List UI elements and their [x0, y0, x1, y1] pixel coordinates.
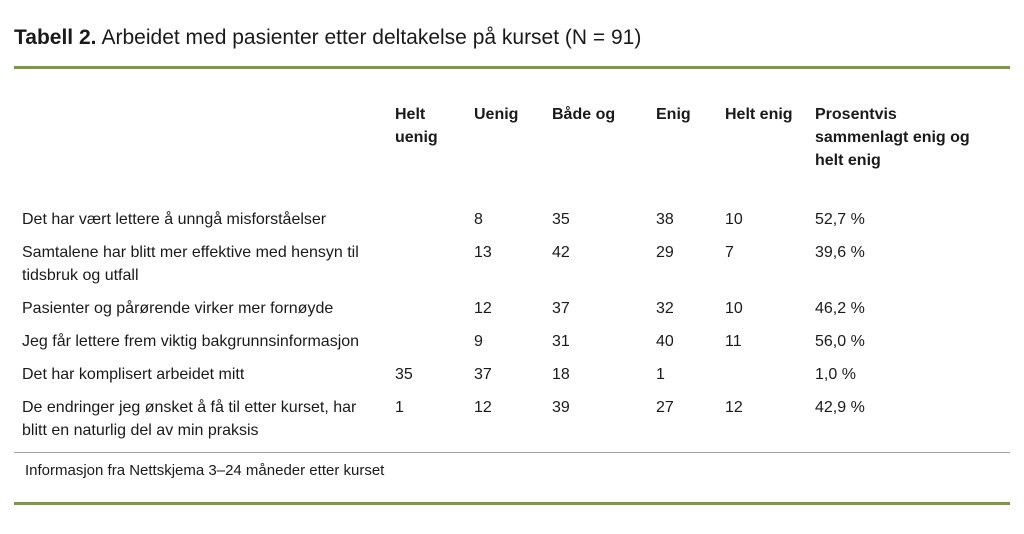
- row-label: Jeg får lettere frem viktig bakgrunns­in…: [22, 333, 360, 350]
- row-label: Det har vært lettere å unngå misforståel…: [22, 211, 327, 228]
- table-cell: 12: [474, 300, 492, 317]
- table-cell: 1,0 %: [815, 366, 856, 383]
- table-cell: 56,0 %: [815, 333, 865, 350]
- table-header-row: Helt uenig Uenig Både og Enig Helt enig …: [22, 103, 1010, 172]
- table-cell: 12: [474, 399, 492, 416]
- table-cell: 37: [552, 300, 570, 317]
- row-label: Pasienter og pårørende virker mer fornøy…: [22, 300, 334, 317]
- table-row: Det har komplisert arbeidet mitt 35 37 1…: [22, 363, 1010, 386]
- page: Tabell 2. Arbeidet med pasienter etter de…: [0, 26, 1024, 534]
- table-cell: 10: [725, 211, 743, 228]
- table-cell: 38: [656, 211, 674, 228]
- table-cell: [395, 208, 474, 231]
- table-title-text: Arbeidet med pasienter etter deltakelse …: [101, 26, 642, 49]
- table-row: De endringer jeg ønsket å få til etter k…: [22, 396, 1010, 442]
- table-cell: [395, 330, 474, 353]
- column-header-prosentvis: Prosentvis sammenlagt enig og helt enig: [815, 106, 970, 169]
- table-cell: 27: [656, 399, 674, 416]
- column-header-uenig: Uenig: [474, 106, 519, 123]
- table-cell: 39: [552, 399, 570, 416]
- table-cell: [725, 363, 815, 386]
- table-row: Det har vært lettere å unngå misforståel…: [22, 208, 1010, 231]
- table-row: Jeg får lettere frem viktig bakgrunns­in…: [22, 330, 1010, 353]
- top-accent-rule: [14, 66, 1010, 69]
- footnote-divider: [14, 452, 1010, 453]
- row-label: Det har komplisert arbeidet mitt: [22, 366, 245, 383]
- column-header-empty: [22, 103, 395, 172]
- table-cell: 1: [656, 366, 665, 383]
- column-header-enig: Enig: [656, 106, 691, 123]
- table-cell: 52,7 %: [815, 211, 865, 228]
- column-header-helt-uenig: Helt uenig: [395, 106, 438, 146]
- table-cell: 39,6 %: [815, 244, 865, 261]
- table-footnote: Informasjon fra Nettskjema 3–24 måneder …: [25, 462, 385, 479]
- column-header-baade-og: Både og: [552, 106, 616, 123]
- table-title: Tabell 2. Arbeidet med pasienter etter de…: [14, 26, 1010, 50]
- table-cell: 35: [395, 366, 413, 383]
- results-table: Helt uenig Uenig Både og Enig Helt enig …: [14, 103, 1010, 442]
- table-cell: 31: [552, 333, 570, 350]
- table-cell: 18: [552, 366, 570, 383]
- table-cell: 32: [656, 300, 674, 317]
- table-cell: [395, 297, 474, 320]
- table-cell: 42,9 %: [815, 399, 865, 416]
- table-cell: 40: [656, 333, 674, 350]
- table-cell: 42: [552, 244, 570, 261]
- table-title-prefix: Tabell 2.: [14, 26, 97, 49]
- table-cell: 12: [725, 399, 743, 416]
- table-cell: 29: [656, 244, 674, 261]
- table-cell: 8: [474, 211, 483, 228]
- table-cell: 10: [725, 300, 743, 317]
- table-cell: 7: [725, 244, 734, 261]
- table-cell: 37: [474, 366, 492, 383]
- table-cell: 35: [552, 211, 570, 228]
- bottom-accent-rule: [14, 502, 1010, 505]
- table-cell: 9: [474, 333, 483, 350]
- table-cell: 1: [395, 399, 404, 416]
- table-row: Samtalene har blitt mer effektive med he…: [22, 241, 1010, 287]
- table-cell: 11: [725, 333, 742, 350]
- table-cell: 13: [474, 244, 492, 261]
- table-cell: 46,2 %: [815, 300, 865, 317]
- table-cell: [395, 241, 474, 287]
- table-row: Pasienter og pårørende virker mer fornøy…: [22, 297, 1010, 320]
- column-header-helt-enig: Helt enig: [725, 106, 793, 123]
- row-label: Samtalene har blitt mer effektive med he…: [22, 244, 359, 284]
- row-label: De endringer jeg ønsket å få til etter k…: [22, 399, 357, 439]
